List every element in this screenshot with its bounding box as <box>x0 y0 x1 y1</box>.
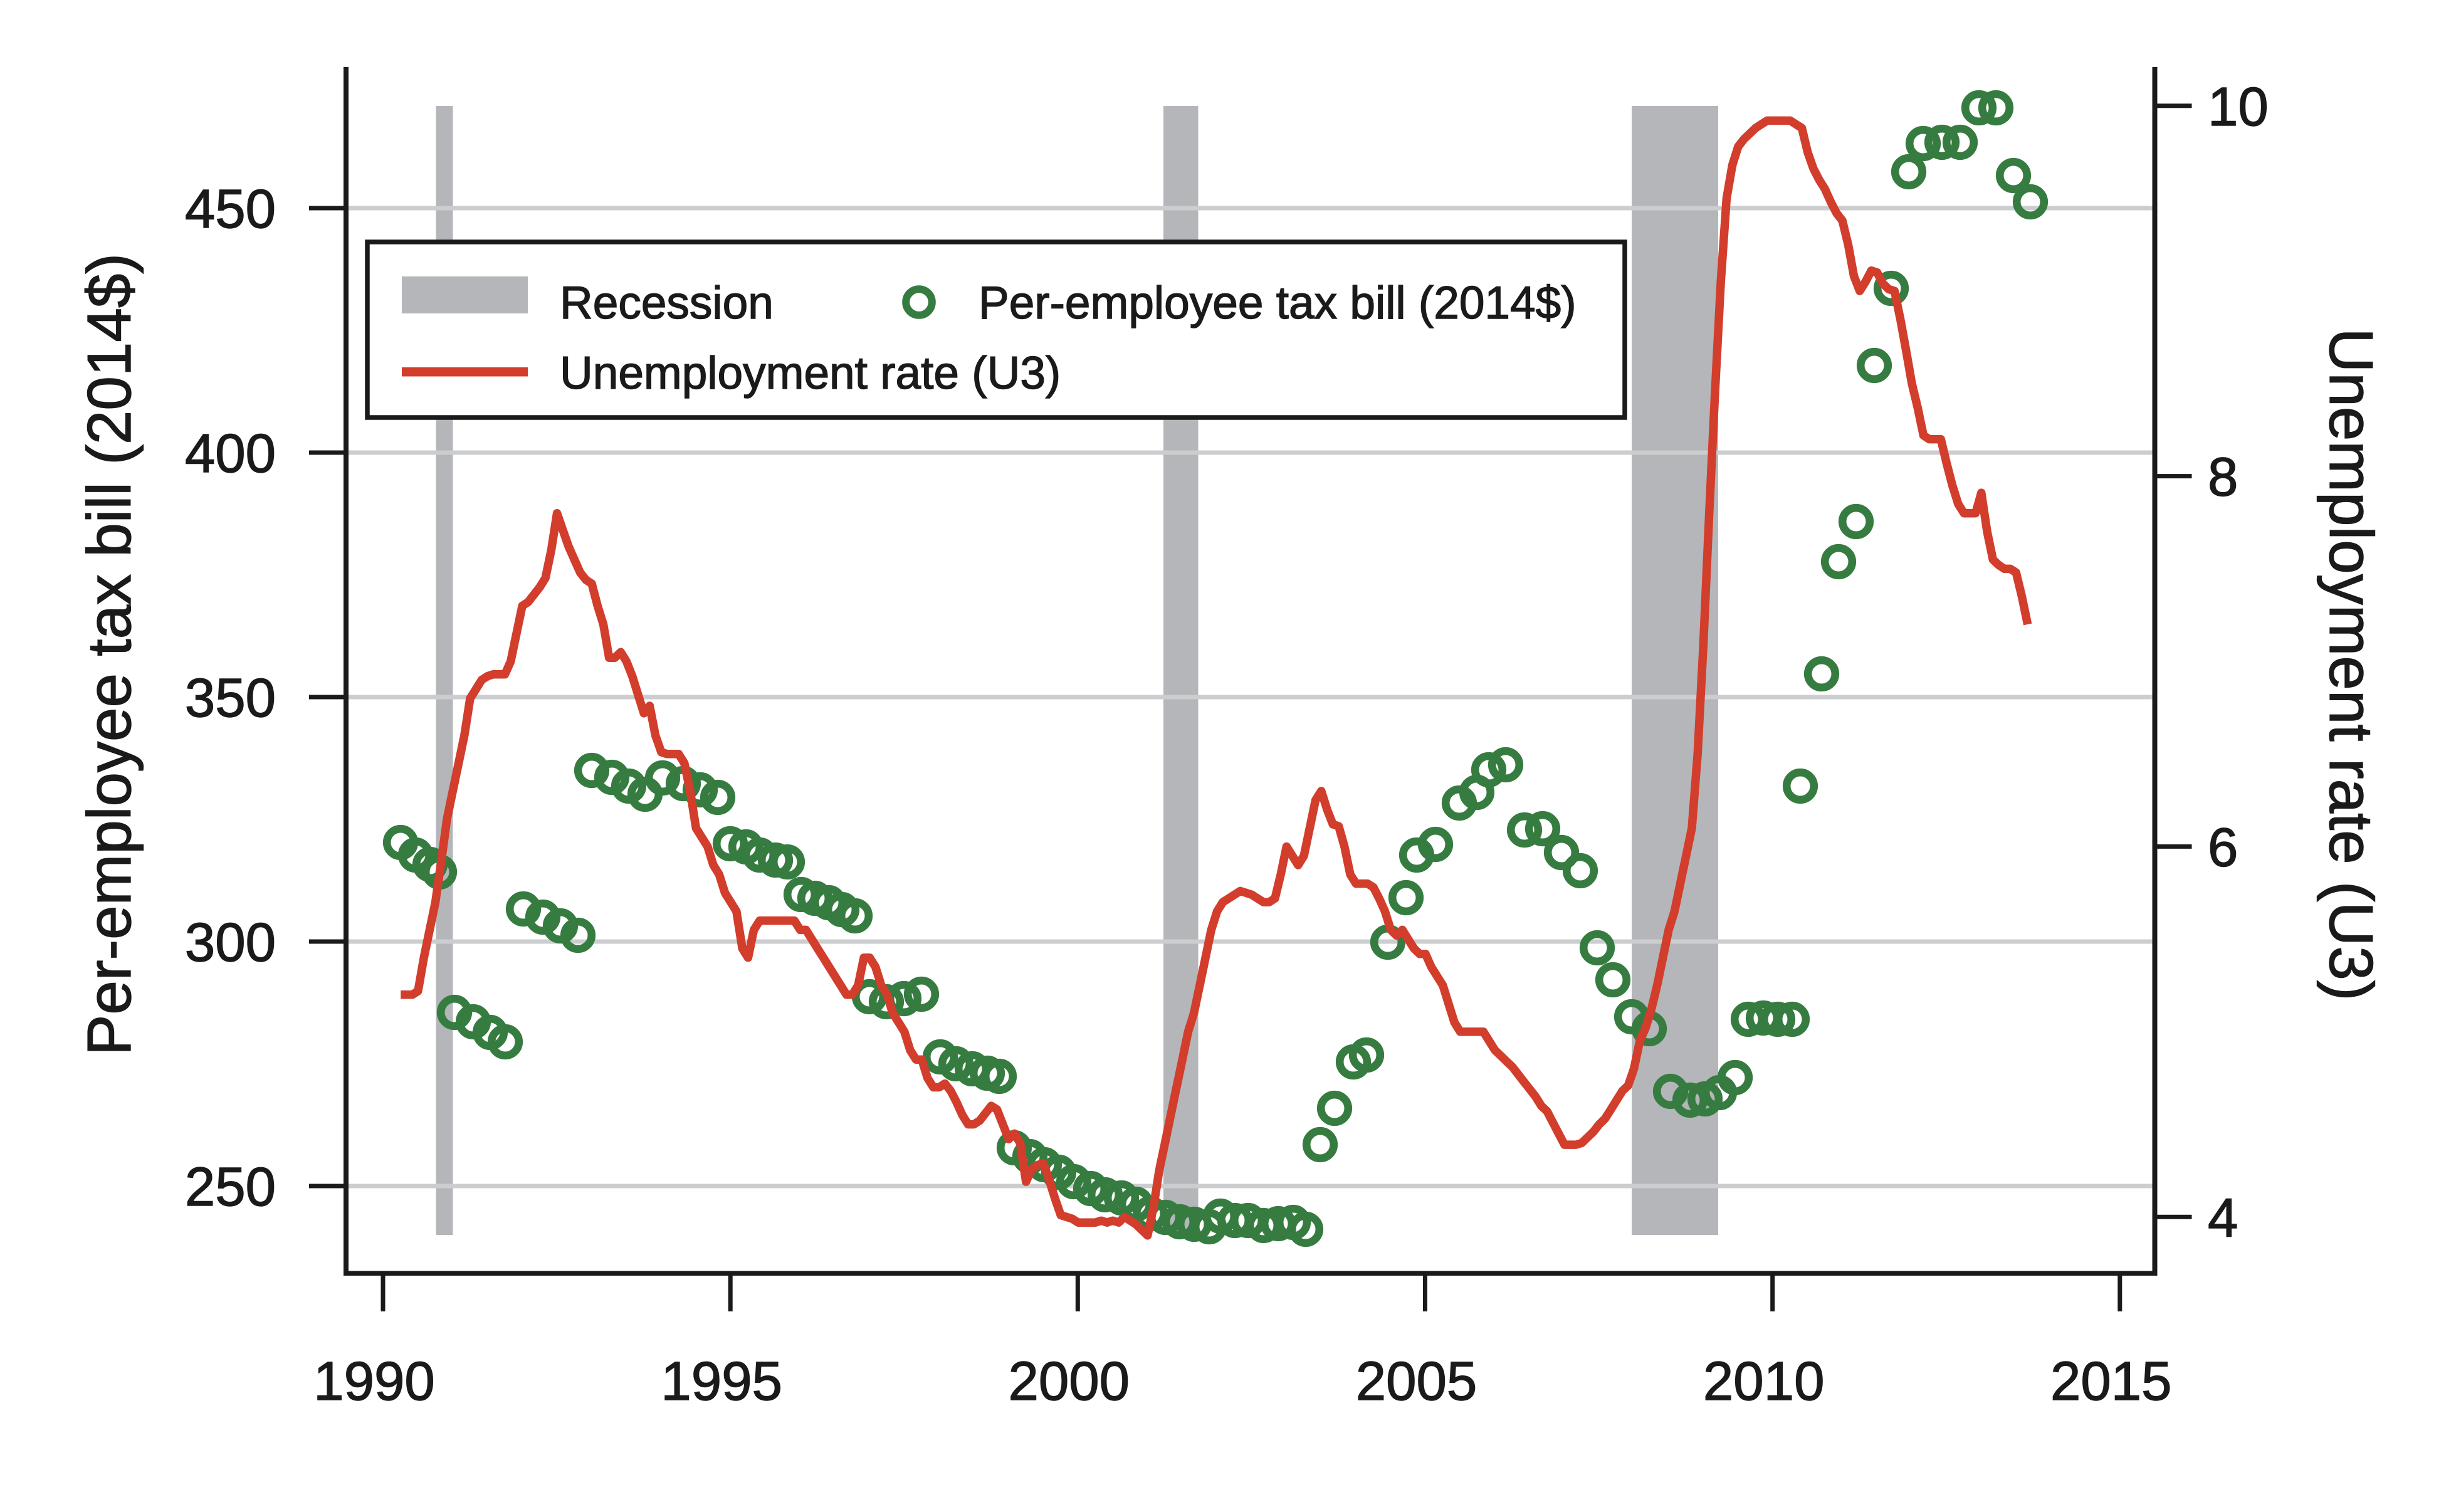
svg-text:8: 8 <box>2208 447 2238 508</box>
svg-text:Unemployment rate (U3): Unemployment rate (U3) <box>560 348 1061 399</box>
svg-text:Unemployment rate (U3): Unemployment rate (U3) <box>2317 328 2386 1001</box>
svg-text:Recession: Recession <box>560 278 774 328</box>
svg-text:6: 6 <box>2208 817 2238 878</box>
svg-text:250: 250 <box>185 1157 276 1217</box>
svg-text:2005: 2005 <box>1356 1351 1477 1412</box>
svg-text:450: 450 <box>185 179 276 239</box>
svg-text:400: 400 <box>185 423 276 484</box>
svg-text:1995: 1995 <box>661 1351 782 1412</box>
svg-text:2010: 2010 <box>1703 1351 1825 1412</box>
svg-text:1990: 1990 <box>313 1351 435 1412</box>
svg-text:Per-employee tax bill (2014$): Per-employee tax bill (2014$) <box>75 253 144 1056</box>
svg-text:10: 10 <box>2208 76 2269 137</box>
svg-text:2000: 2000 <box>1009 1351 1130 1412</box>
svg-text:Per-employee tax bill (2014$): Per-employee tax bill (2014$) <box>979 278 1577 328</box>
svg-text:2015: 2015 <box>2050 1351 2172 1412</box>
svg-text:350: 350 <box>185 668 276 728</box>
svg-text:300: 300 <box>185 912 276 973</box>
svg-text:4: 4 <box>2208 1187 2238 1248</box>
